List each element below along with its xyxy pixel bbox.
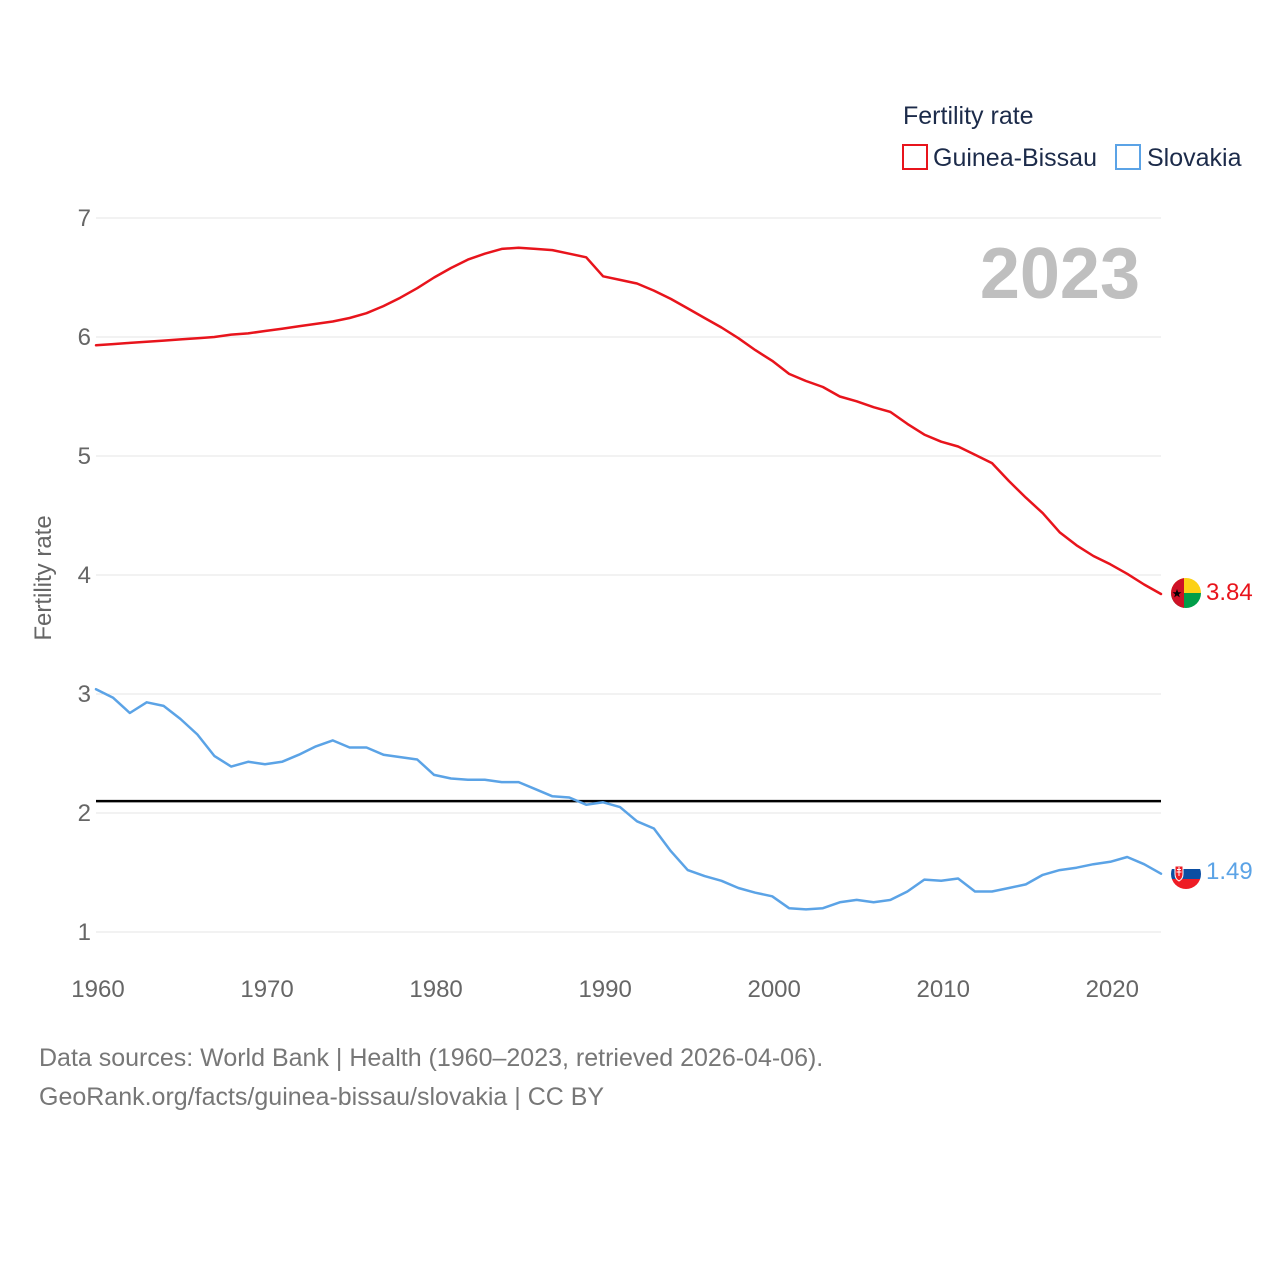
y-tick-label-3: 3 (78, 681, 91, 708)
x-tick-label-1980: 1980 (409, 976, 462, 1003)
series-lines (94, 246, 1163, 911)
x-tick-label-2000: 2000 (747, 976, 800, 1003)
x-tick-label-1970: 1970 (240, 976, 293, 1003)
x-tick-label-2020: 2020 (1086, 976, 1139, 1003)
y-tick-label-2: 2 (78, 800, 91, 827)
footer-url: GeoRank.org/facts/guinea-bissau/slovakia… (39, 1083, 605, 1111)
fertility-rate-chart: 1 2 3 4 5 6 7 1960 1970 1980 1990 2000 2010 2020 Fer… (30, 102, 1253, 1003)
y-tick-label-7: 7 (78, 205, 91, 232)
y-tick-label-1: 1 (78, 919, 91, 946)
legend-swatch-slovakia[interactable] (1115, 144, 1141, 170)
legend-swatch-guinea-bissau[interactable] (902, 144, 928, 170)
year-label: 2023 (980, 234, 1140, 314)
x-tick-label-1960: 1960 (71, 976, 124, 1003)
legend-label-slovakia[interactable]: Slovakia (1147, 144, 1242, 172)
legend-title: Fertility rate (903, 102, 1034, 130)
x-axis-ticks: 1960 1970 1980 1990 2000 2010 2020 (71, 976, 1139, 1003)
footer-source: Data sources: World Bank | Health (1960–… (39, 1044, 824, 1072)
slovakia-flag-icon (1171, 859, 1201, 889)
x-tick-label-2010: 2010 (917, 976, 970, 1003)
legend[interactable]: Fertility rate Guinea-Bissau Slovakia (902, 102, 1242, 172)
series-line-guinea-bissau (94, 246, 1163, 596)
legend-label-guinea-bissau[interactable]: Guinea-Bissau (933, 144, 1097, 172)
end-label-guinea-bissau: 3.84 (1206, 579, 1253, 606)
y-axis-ticks: 1 2 3 4 5 6 7 (78, 205, 91, 946)
y-axis-title: Fertility rate (30, 515, 57, 640)
guinea-bissau-flag-icon (1171, 578, 1201, 608)
gridlines (96, 217, 1161, 933)
y-tick-label-6: 6 (78, 324, 91, 351)
y-tick-label-4: 4 (78, 562, 91, 589)
y-tick-label-5: 5 (78, 443, 91, 470)
end-label-slovakia: 1.49 (1206, 858, 1253, 885)
series-line-slovakia (94, 687, 1163, 911)
x-tick-label-1990: 1990 (578, 976, 631, 1003)
